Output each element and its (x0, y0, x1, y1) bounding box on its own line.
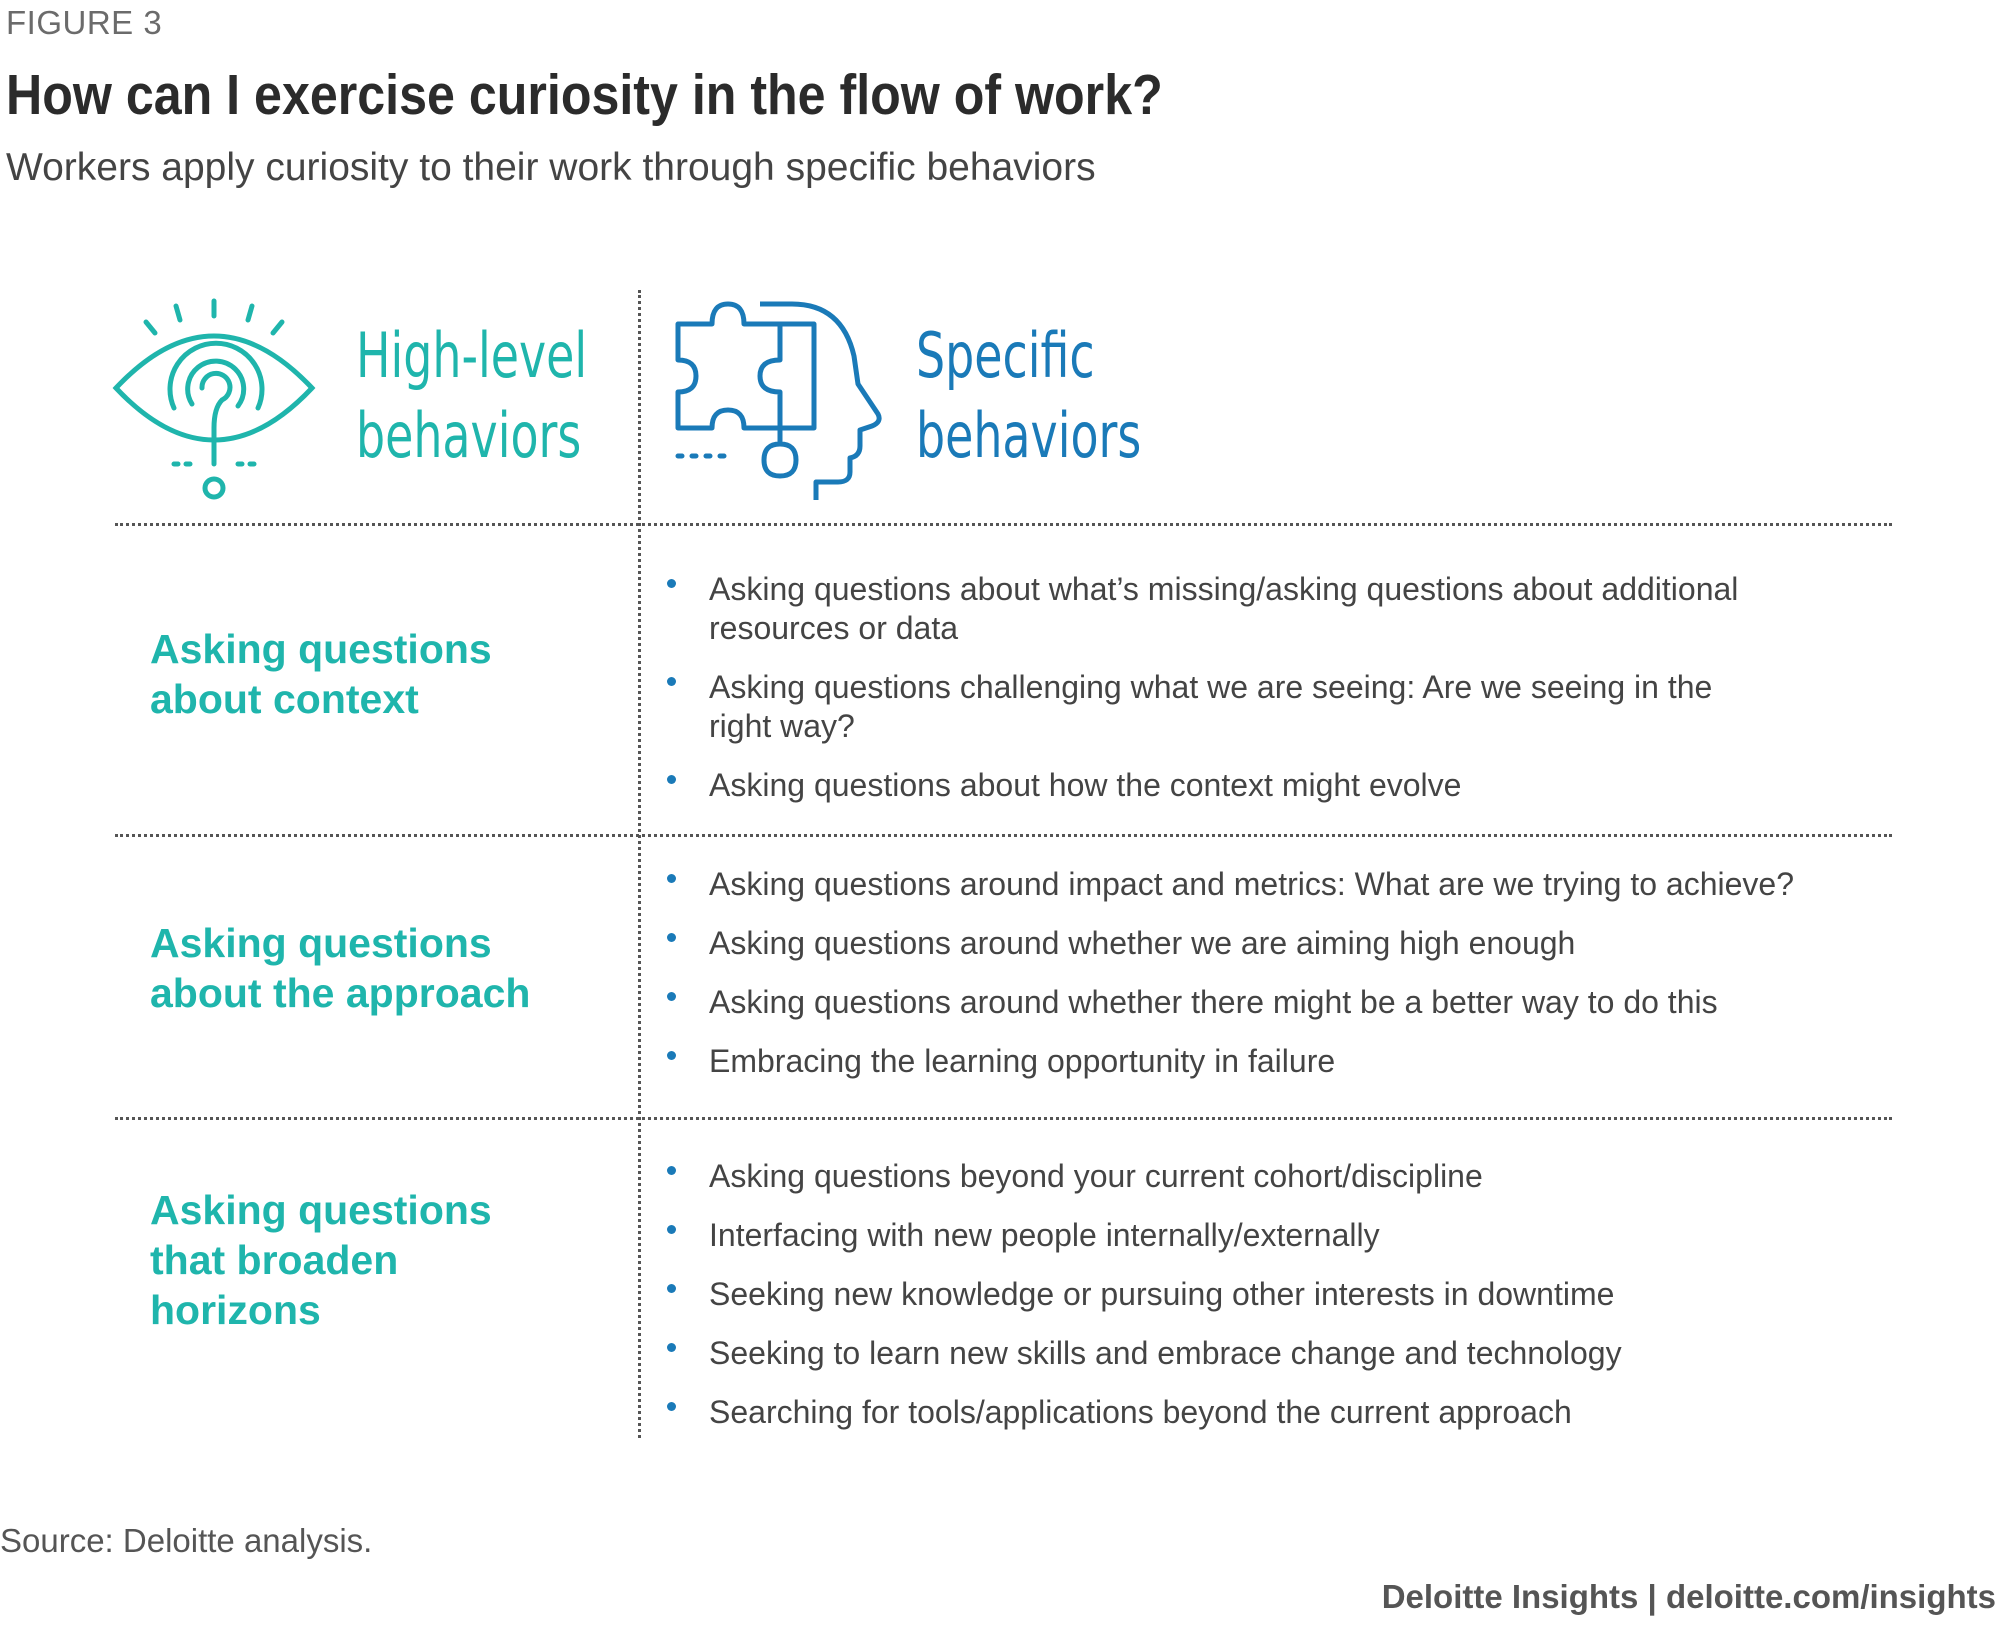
list-item-text: Asking questions around whether we are a… (709, 925, 1576, 961)
bullet-icon (667, 1225, 676, 1234)
page-title: How can I exercise curiosity in the flow… (6, 63, 1163, 127)
list-item: Searching for tools/applications beyond … (663, 1393, 1622, 1432)
row-title-horizons: Asking questions that broaden horizons (150, 1185, 492, 1335)
header-specific-line-1: Specific (916, 319, 1095, 392)
row-title-line: that broaden (150, 1237, 399, 1283)
column-divider (638, 290, 641, 1438)
list-item-text: Asking questions around impact and metri… (709, 866, 1794, 902)
list-item: Seeking to learn new skills and embrace … (663, 1334, 1622, 1373)
puzzle-head-icon (675, 301, 882, 500)
list-item: Embracing the learning opportunity in fa… (663, 1042, 1794, 1081)
list-item-text: Searching for tools/applications beyond … (709, 1394, 1572, 1430)
bullet-icon (667, 775, 676, 784)
eye-question-icon (112, 298, 316, 500)
bullet-icon (667, 1343, 676, 1352)
header-specific-line-2: behaviors (916, 399, 1142, 472)
figure-label: FIGURE 3 (6, 4, 163, 41)
list-item: Asking questions beyond your current coh… (663, 1157, 1622, 1196)
list-item-text: Embracing the learning opportunity in fa… (709, 1043, 1336, 1079)
bullet-list-approach: Asking questions around impact and metri… (663, 865, 1794, 1101)
header-high-level-line-2: behaviors (356, 399, 582, 472)
bullet-icon (667, 933, 676, 942)
bullet-icon (667, 1284, 676, 1293)
row-divider-3 (115, 1117, 1892, 1120)
list-item: Asking questions around whether there mi… (663, 983, 1794, 1022)
list-item-text: right way? (709, 708, 855, 744)
list-item-text: resources or data (709, 610, 959, 646)
bullet-icon (667, 1166, 676, 1175)
row-title-line: Asking questions (150, 626, 492, 672)
row-title-line: horizons (150, 1287, 321, 1333)
list-item-text: Asking questions around whether there mi… (709, 984, 1718, 1020)
list-item-text: Seeking new knowledge or pursuing other … (709, 1276, 1615, 1312)
list-item: Asking questions around whether we are a… (663, 924, 1794, 963)
bullet-icon (667, 1051, 676, 1060)
bullet-icon (667, 992, 676, 1001)
bullet-icon (667, 677, 676, 686)
page-subtitle: Workers apply curiosity to their work th… (6, 146, 1096, 189)
list-item: Seeking new knowledge or pursuing other … (663, 1275, 1622, 1314)
row-title-context: Asking questions about context (150, 624, 492, 724)
bullet-icon (667, 1402, 676, 1411)
row-title-approach: Asking questions about the approach (150, 918, 530, 1018)
bullet-list-context: Asking questions about what’s missing/as… (663, 570, 1738, 825)
list-item-text: Seeking to learn new skills and embrace … (709, 1335, 1622, 1371)
header-specific: Specific behaviors (916, 316, 1141, 476)
bullet-list-horizons: Asking questions beyond your current coh… (663, 1157, 1622, 1452)
bullet-icon (667, 579, 676, 588)
list-item: Asking questions about how the context m… (663, 766, 1738, 805)
row-title-line: about the approach (150, 970, 531, 1016)
list-item-text: Asking questions about how the context m… (709, 767, 1462, 803)
list-item: Asking questions about what’s missing/as… (663, 570, 1738, 648)
list-item: Asking questions around impact and metri… (663, 865, 1794, 904)
bullet-icon (667, 874, 676, 883)
row-title-line: Asking questions (150, 1187, 492, 1233)
list-item: Interfacing with new people internally/e… (663, 1216, 1622, 1255)
list-item-text: Asking questions about what’s missing/as… (709, 571, 1739, 607)
list-item-text: Interfacing with new people internally/e… (709, 1217, 1380, 1253)
header-high-level-line-1: High-level (356, 319, 588, 392)
footer-credit: Deloitte Insights | deloitte.com/insight… (1381, 1578, 1996, 1615)
list-item-text: Asking questions beyond your current coh… (709, 1158, 1483, 1194)
row-title-line: Asking questions (150, 920, 492, 966)
source-note: Source: Deloitte analysis. (0, 1522, 373, 1559)
header-high-level: High-level behaviors (356, 316, 587, 476)
row-divider-1 (115, 523, 1892, 526)
list-item-text: Asking questions challenging what we are… (709, 669, 1713, 705)
list-item: Asking questions challenging what we are… (663, 668, 1738, 746)
row-title-line: about context (150, 676, 419, 722)
row-divider-2 (115, 834, 1892, 837)
